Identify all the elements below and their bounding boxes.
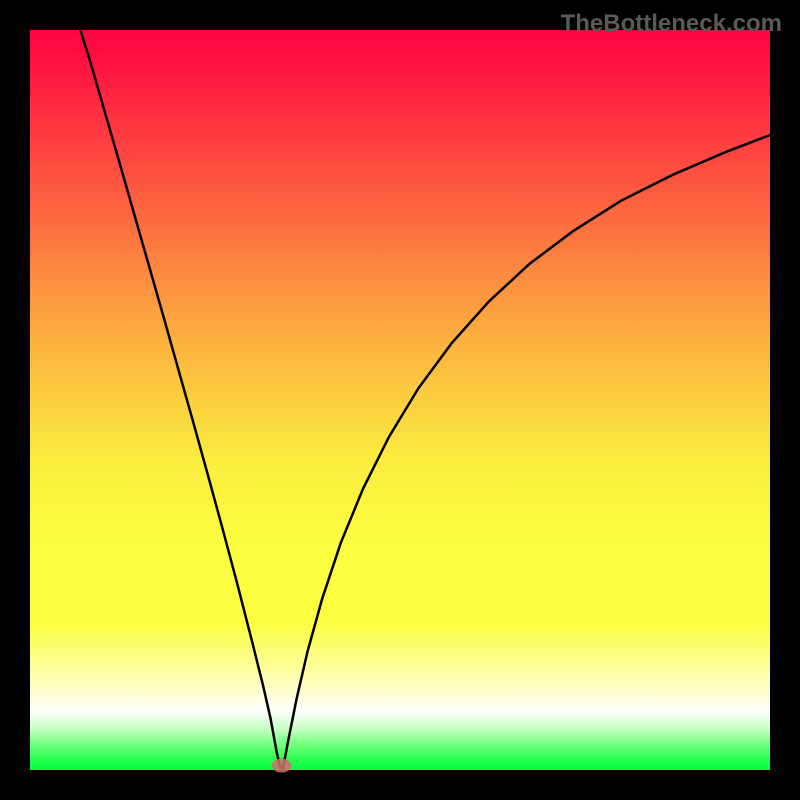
bottleneck-chart — [0, 0, 800, 800]
watermark-text: TheBottleneck.com — [561, 10, 782, 38]
chart-container: TheBottleneck.com — [0, 0, 800, 800]
plot-area — [30, 30, 770, 770]
min-marker — [272, 759, 292, 773]
